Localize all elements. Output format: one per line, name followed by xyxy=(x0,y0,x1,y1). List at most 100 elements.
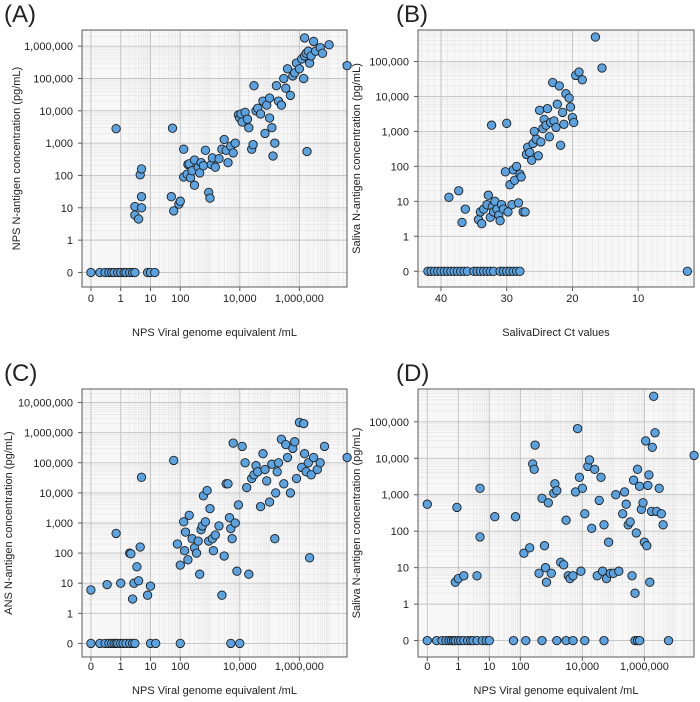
grid xyxy=(82,30,347,287)
x-tick-label: 30 xyxy=(501,293,513,305)
data-point xyxy=(529,464,539,474)
data-point xyxy=(611,490,621,500)
data-point xyxy=(557,107,568,118)
data-point xyxy=(472,571,482,581)
y-tick-label: 1 xyxy=(403,599,409,611)
panel-c: 0 1 10 100 10,000 1,000,000 0 1 10 100 1,000 10,000… xyxy=(3,360,352,697)
data-point xyxy=(255,501,266,512)
y-axis-title: ANS N-antigen concentration (pg/mL) xyxy=(3,431,15,614)
y-tick-label: 0 xyxy=(67,267,73,279)
y-tick-label: 1,000,000 xyxy=(24,41,73,53)
data-point xyxy=(217,590,227,600)
data-point xyxy=(270,138,280,148)
x-tick-label: 10 xyxy=(144,661,156,673)
data-point xyxy=(619,487,630,497)
data-points xyxy=(86,33,352,278)
grid xyxy=(418,389,694,657)
data-point xyxy=(559,560,569,570)
data-point xyxy=(650,428,660,438)
x-tick-label: 1,000,000 xyxy=(275,293,324,305)
data-point xyxy=(271,488,281,498)
data-point xyxy=(189,180,200,190)
data-point xyxy=(179,144,189,154)
y-tick-label: 1,000,000 xyxy=(24,428,73,440)
data-point xyxy=(511,161,522,172)
data-point xyxy=(248,139,258,150)
data-point xyxy=(285,488,296,498)
y-tick-label: 100,000 xyxy=(33,458,73,470)
data-point xyxy=(529,126,539,137)
data-point xyxy=(597,63,607,73)
data-point xyxy=(519,548,529,558)
data-point xyxy=(273,458,284,468)
data-point xyxy=(116,578,126,588)
data-point xyxy=(539,541,550,551)
data-point xyxy=(495,216,505,226)
data-point xyxy=(574,67,584,77)
data-point xyxy=(299,33,310,43)
plot-frame xyxy=(417,29,695,288)
data-point xyxy=(625,517,635,527)
data-point xyxy=(643,480,653,491)
data-point xyxy=(191,548,202,558)
y-tick-label: 100 xyxy=(55,170,73,182)
data-point xyxy=(534,105,545,115)
data-point xyxy=(628,475,639,485)
data-point xyxy=(267,123,277,133)
x-axis-title: NPS Viral genome equivalent /mL xyxy=(132,327,297,339)
data-point xyxy=(627,571,637,581)
data-point xyxy=(179,546,190,556)
panel-a: 0 1 10 100 10,000 1,000,000 0 1 10 100 1,000 10,000… xyxy=(4,1,352,339)
data-point xyxy=(268,151,278,161)
data-point xyxy=(270,534,280,544)
data-point xyxy=(658,520,668,530)
x-tick-label: 40 xyxy=(435,293,447,305)
data-point xyxy=(136,192,147,202)
data-point xyxy=(306,470,316,480)
data-point xyxy=(587,523,597,533)
y-tick-label: 100 xyxy=(55,548,73,560)
data-point xyxy=(599,635,609,646)
data-point xyxy=(521,635,531,646)
data-point xyxy=(632,464,643,474)
data-point xyxy=(647,442,657,452)
x-tick-label: 10 xyxy=(483,661,495,673)
data-point xyxy=(594,495,604,506)
data-point xyxy=(621,499,631,509)
data-point xyxy=(260,464,270,475)
data-point xyxy=(175,196,185,206)
data-point xyxy=(559,119,569,129)
data-point xyxy=(130,638,140,649)
data-point xyxy=(235,638,245,649)
y-tick-label: 10 xyxy=(61,203,73,215)
y-tick-label: 1 xyxy=(403,231,409,243)
x-tick-label: 10 xyxy=(144,293,156,305)
y-tick-label: 10,000 xyxy=(375,453,409,465)
plot-area xyxy=(418,389,694,657)
x-tick-label: 1 xyxy=(455,661,461,673)
data-point xyxy=(542,103,553,114)
data-point xyxy=(136,472,147,482)
data-point xyxy=(244,569,254,579)
data-point xyxy=(554,81,564,91)
data-point xyxy=(175,638,185,649)
panel-b: 40 30 20 1001101001,00010,000100,000SalivaD… xyxy=(351,1,695,339)
data-point xyxy=(264,113,275,123)
data-point xyxy=(634,635,645,646)
data-point xyxy=(475,483,485,493)
data-point xyxy=(210,530,220,540)
data-point xyxy=(561,515,571,525)
data-point xyxy=(541,577,552,587)
data-point xyxy=(276,100,287,110)
data-point xyxy=(552,99,562,109)
data-point xyxy=(223,479,233,489)
data-point xyxy=(510,512,521,522)
data-point xyxy=(515,266,525,276)
data-point xyxy=(205,503,215,514)
y-axis-title: Saliva N-antigen concentration (pg/mL) xyxy=(351,428,363,619)
data-point xyxy=(111,124,121,134)
data-point xyxy=(291,473,302,484)
data-point xyxy=(614,566,624,576)
data-point xyxy=(525,147,535,158)
data-point xyxy=(223,157,233,168)
